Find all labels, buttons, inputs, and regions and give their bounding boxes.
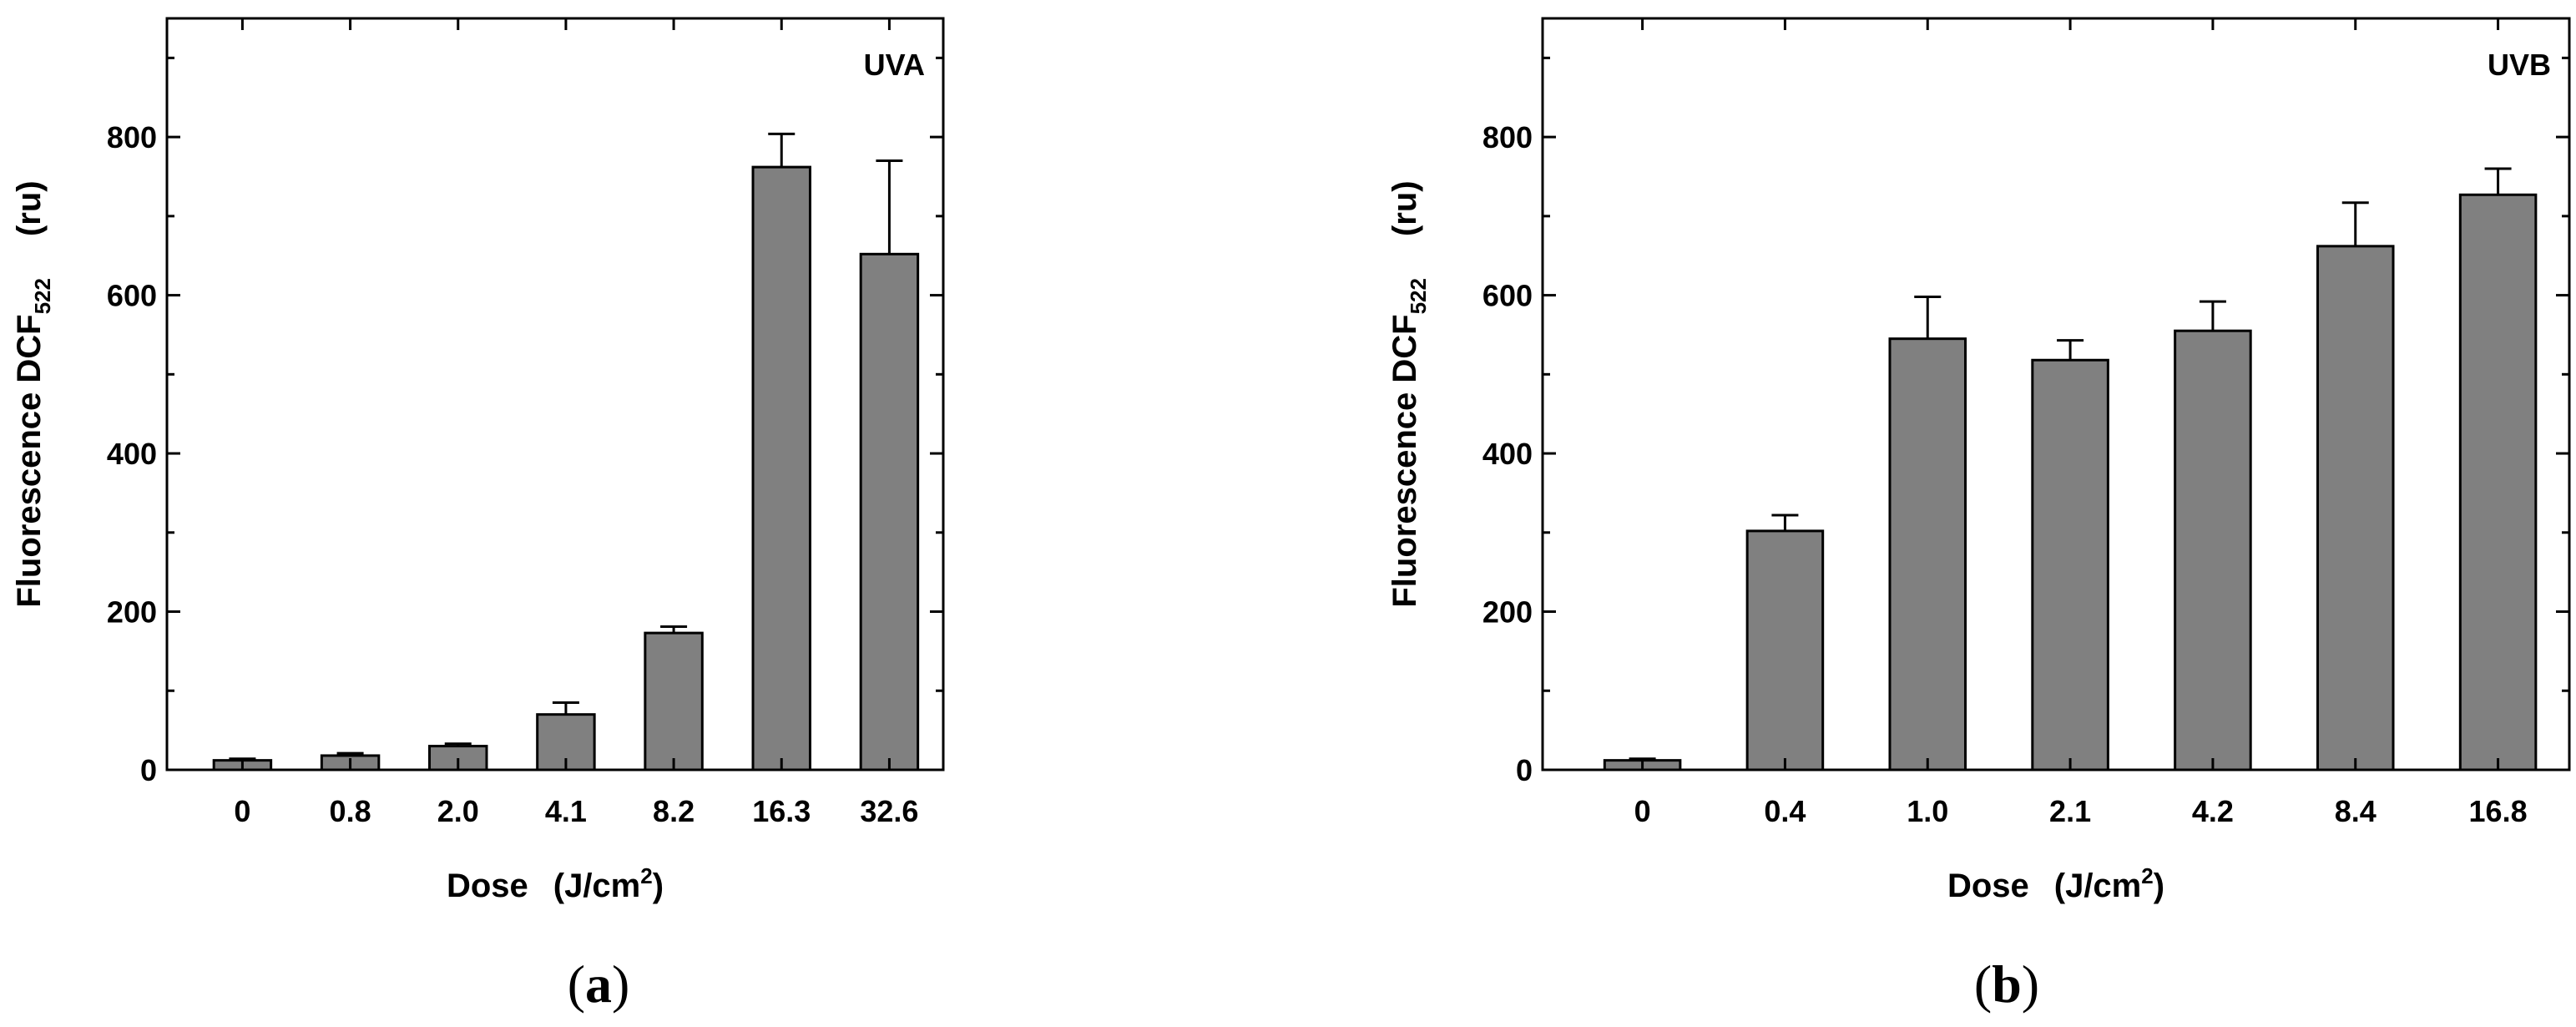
x-axis-title-unit: (J/cm xyxy=(553,868,641,904)
y-axis-title-unit: (ru) xyxy=(1386,180,1423,236)
bar-4.2 xyxy=(2174,329,2252,772)
bar-16.8 xyxy=(2458,193,2538,772)
x-tick-label: 16.3 xyxy=(752,794,811,828)
caption-letter: b xyxy=(1992,954,2022,1014)
x-tick-label: 0 xyxy=(1634,794,1651,828)
bar-2.1 xyxy=(2031,358,2109,772)
x-tick-label: 0.4 xyxy=(1764,794,1806,828)
chart-panel-1: 0 200 400 600 800 0 0.8 2.0 4.1 8.2 16.3 32.6 UVA Flu… xyxy=(11,17,945,1014)
x-axis-title-superscript: 2 xyxy=(2141,863,2153,888)
x-axis-title-close: ) xyxy=(2154,868,2164,904)
plot-frame xyxy=(1541,17,2571,772)
y-tick-label: 400 xyxy=(107,437,157,471)
y-axis-title-main: Fluorescence DCF xyxy=(11,314,48,607)
y-tick-label: 600 xyxy=(1482,279,1533,313)
x-axis-title: Dose (J/cm2) xyxy=(447,863,664,904)
x-axis-title: Dose (J/cm2) xyxy=(1947,863,2164,904)
panel-label: UVB xyxy=(2488,48,2551,82)
panel-caption: (a) xyxy=(568,954,630,1014)
x-tick-label: 4.1 xyxy=(545,794,587,828)
bar-8.4 xyxy=(2316,245,2395,772)
bar-8.2 xyxy=(644,631,704,772)
x-tick-label: 2.1 xyxy=(2049,794,2091,828)
bar-32.6 xyxy=(859,252,920,772)
x-tick-label: 4.2 xyxy=(2192,794,2234,828)
bar-16.3 xyxy=(751,165,811,772)
y-axis-title-unit: (ru) xyxy=(11,180,48,236)
x-axis-title-close: ) xyxy=(653,868,664,904)
x-axis-title-main: Dose xyxy=(447,868,528,904)
bar-1.0 xyxy=(1888,337,1967,772)
caption-letter: a xyxy=(585,954,612,1014)
y-tick-label: 400 xyxy=(1482,437,1533,471)
panel-label: UVA xyxy=(864,48,925,82)
x-tick-label: 8.2 xyxy=(653,794,695,828)
y-axis-title-subscript: 522 xyxy=(1406,278,1431,314)
plot-frame xyxy=(165,17,945,772)
caption-close-paren: ) xyxy=(2022,954,2039,1014)
x-axis-title-superscript: 2 xyxy=(640,863,652,888)
y-tick-label: 200 xyxy=(1482,595,1533,630)
y-axis-title-main: Fluorescence DCF xyxy=(1386,314,1423,607)
x-tick-label: 2.0 xyxy=(437,794,479,828)
bar-0.4 xyxy=(1745,529,1825,772)
x-tick-label: 32.6 xyxy=(860,794,918,828)
y-axis-title-subscript: 522 xyxy=(30,278,55,314)
panel-caption: (b) xyxy=(1974,954,2039,1014)
x-tick-label: 0.8 xyxy=(330,794,371,828)
y-tick-label: 600 xyxy=(107,279,157,313)
x-axis-title-main: Dose xyxy=(1947,868,2029,904)
x-tick-label: 0 xyxy=(234,794,250,828)
y-tick-label: 800 xyxy=(107,120,157,154)
x-tick-label: 1.0 xyxy=(1907,794,1948,828)
chart-panel-2: 0 200 400 600 800 0 0.4 1.0 2.1 4.2 8.4 16.8 UVB Fluo… xyxy=(1386,17,2571,1014)
x-axis-title-unit: (J/cm xyxy=(2054,868,2142,904)
y-tick-label: 200 xyxy=(107,595,157,630)
y-tick-label: 0 xyxy=(1516,753,1533,787)
y-tick-label: 800 xyxy=(1482,120,1533,154)
caption-open-paren: ( xyxy=(1974,954,1992,1014)
caption-close-paren: ) xyxy=(612,954,629,1014)
x-tick-label: 16.8 xyxy=(2469,794,2528,828)
y-tick-label: 0 xyxy=(140,753,157,787)
y-axis-title: Fluorescence DCF522 (ru) xyxy=(11,180,55,607)
y-axis-title: Fluorescence DCF522 (ru) xyxy=(1386,180,1431,607)
x-tick-label: 8.4 xyxy=(2335,794,2376,828)
caption-open-paren: ( xyxy=(568,954,585,1014)
